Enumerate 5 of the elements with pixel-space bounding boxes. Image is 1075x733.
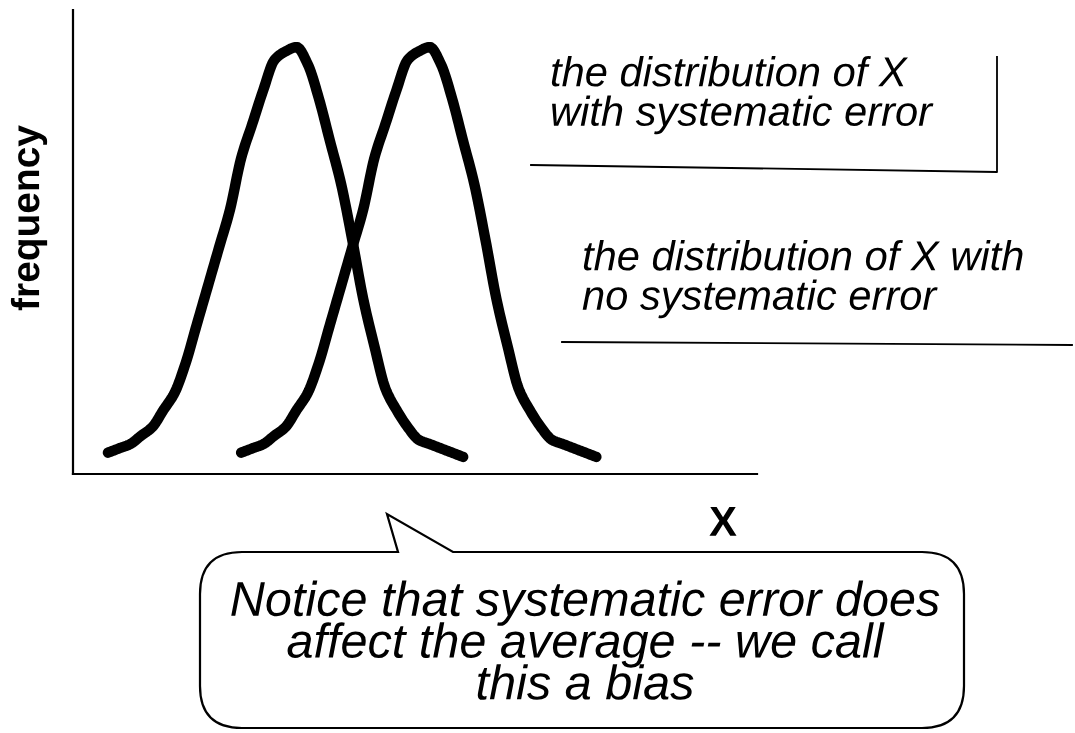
annotation: the distribution of X with systematic error <box>551 56 934 135</box>
y-axis-title: frequency <box>10 125 48 311</box>
x-axis-title: X <box>709 507 737 536</box>
annotation: the distribution of X with no systematic error <box>582 240 1023 319</box>
text: Notice that systematic error does affect the average -- we call this a bias <box>231 580 940 700</box>
